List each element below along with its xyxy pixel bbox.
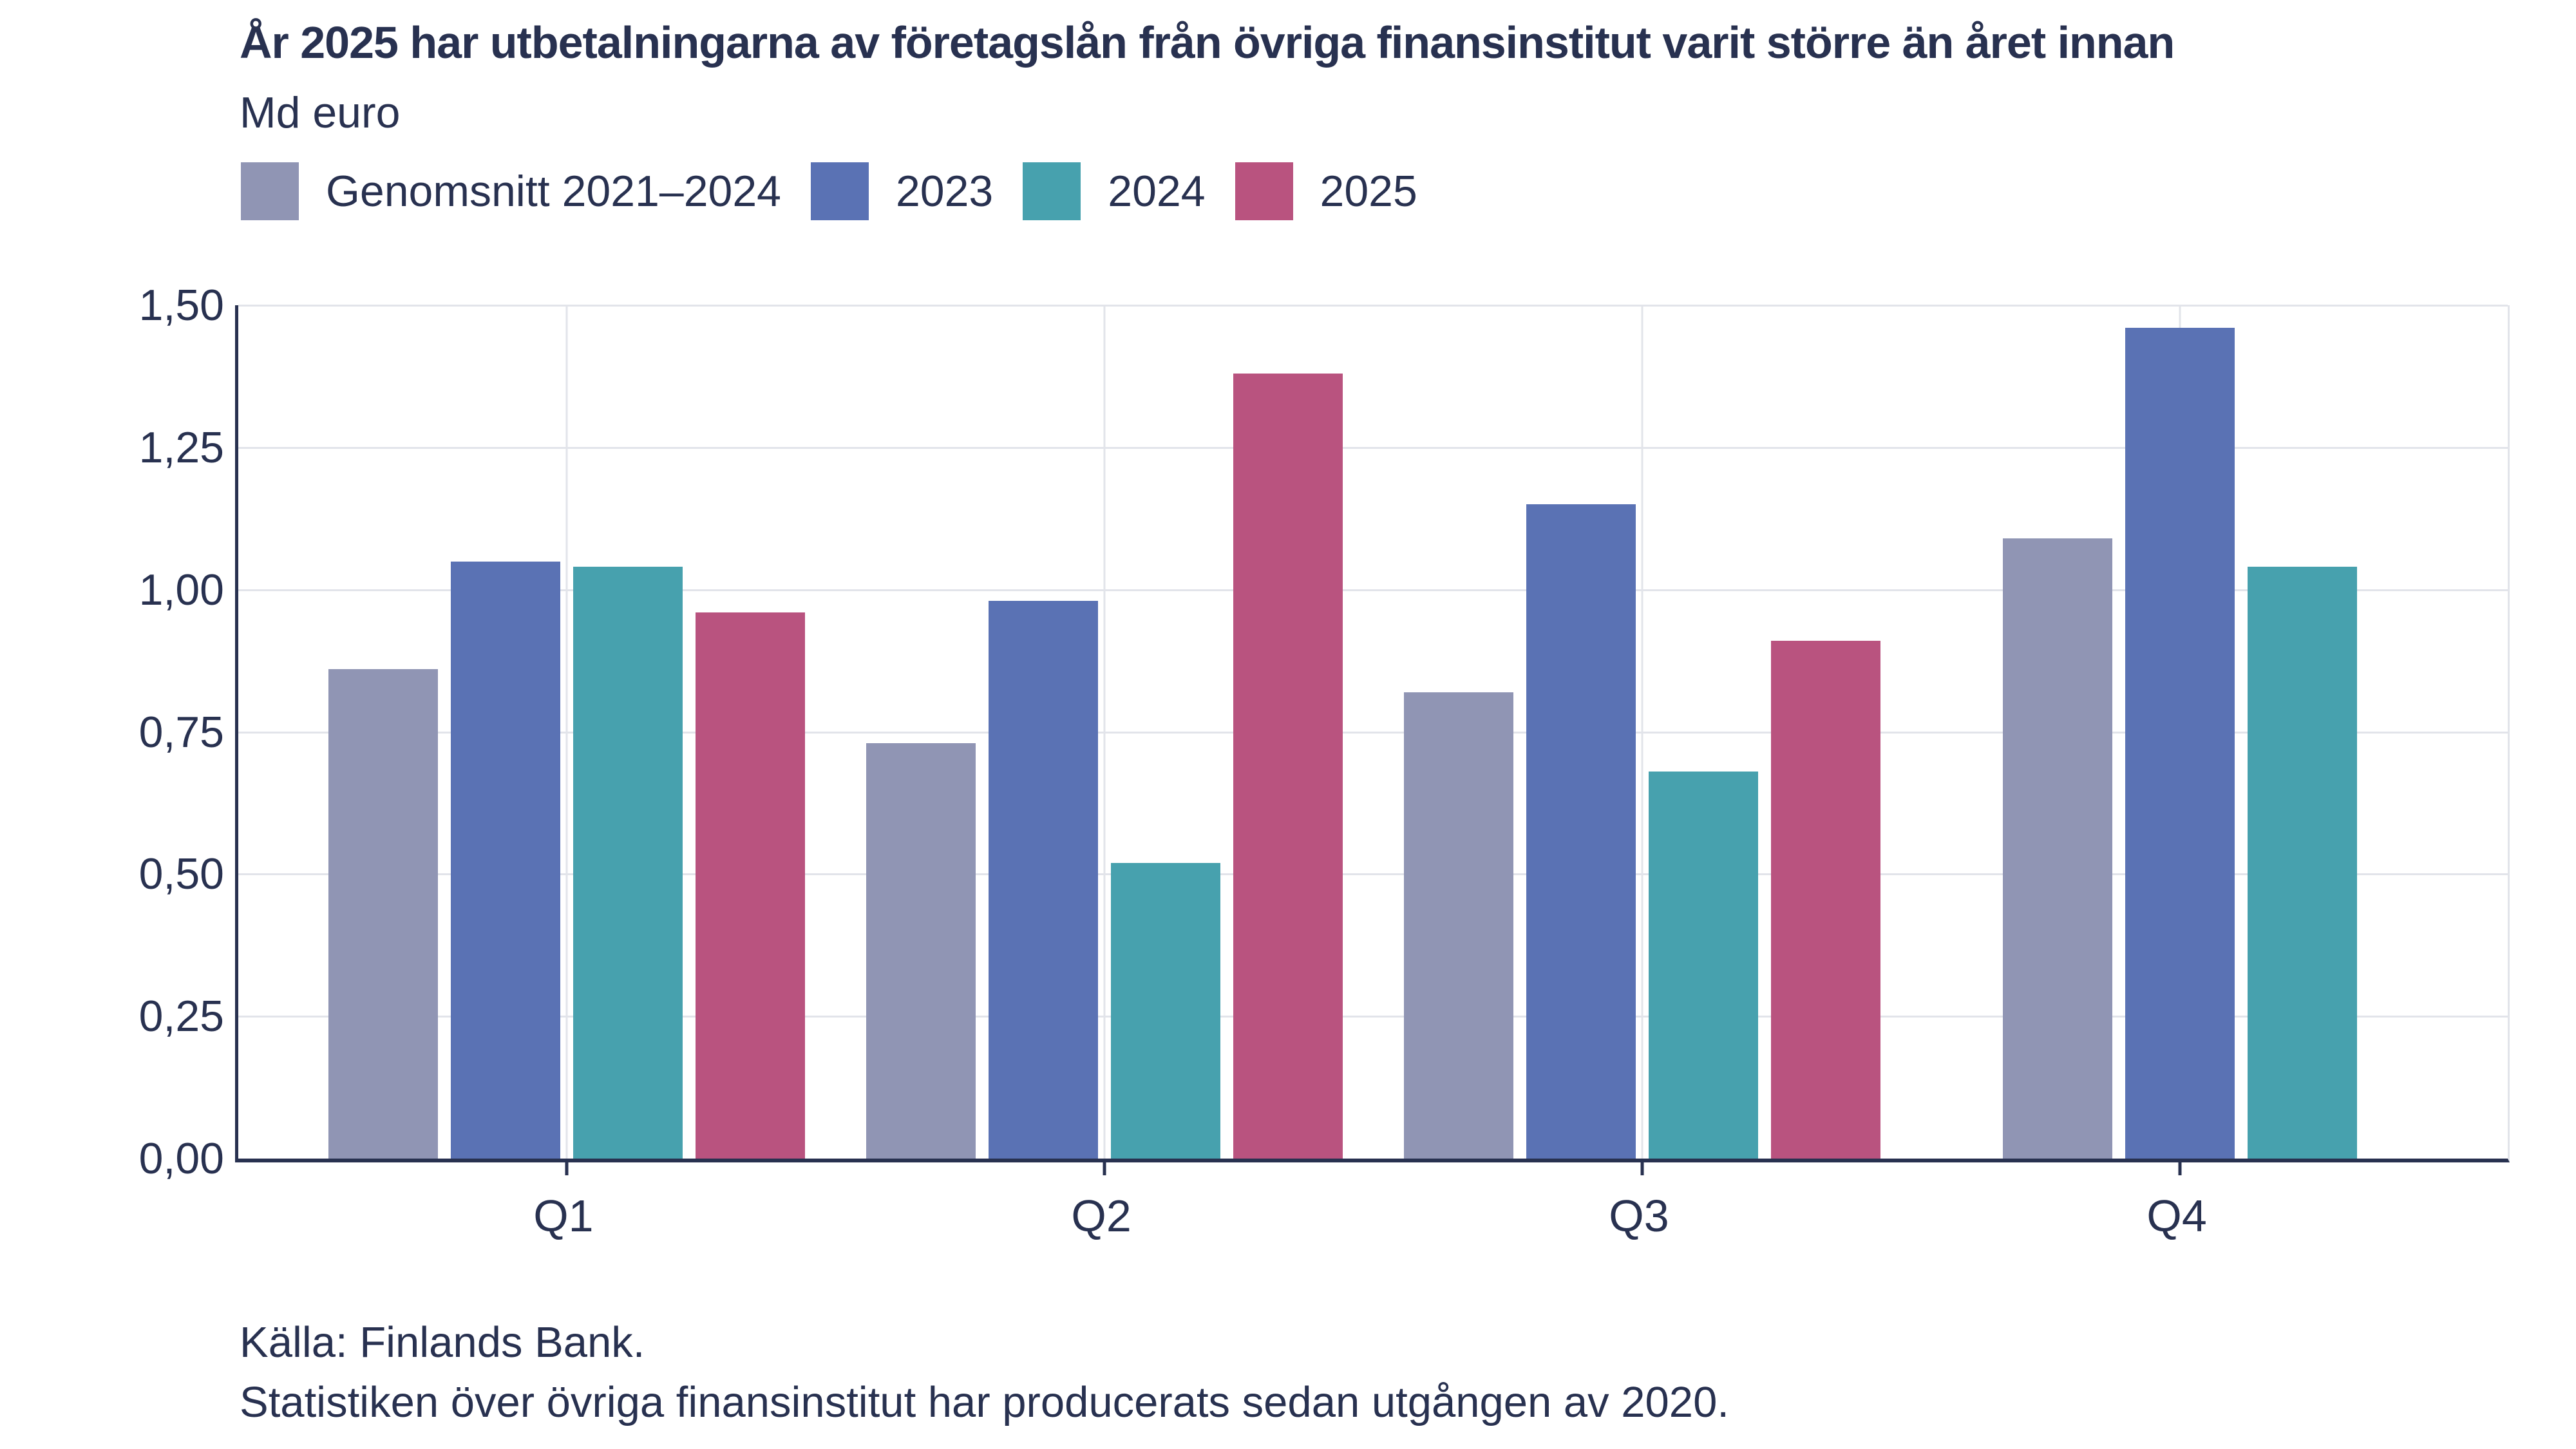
chart-title: År 2025 har utbetalningarna av företagsl… xyxy=(240,17,2175,68)
bar-q4-2024 xyxy=(2248,567,2358,1159)
h-gridline xyxy=(238,589,2508,591)
bar-q1-genomsnitt-2021–2024 xyxy=(328,669,438,1159)
h-gridline xyxy=(238,305,2508,307)
v-gridline xyxy=(1103,305,1106,1159)
bar-q4-genomsnitt-2021–2024 xyxy=(2003,538,2113,1159)
h-gridline xyxy=(238,1016,2508,1018)
y-axis: 0,00 0,25 0,50 0,75 1,00 1,25 1,50 xyxy=(0,281,224,1183)
bar-q3-2024 xyxy=(1648,772,1758,1159)
x-tick-mark xyxy=(1640,1159,1644,1175)
source-line-2: Statistiken över övriga finansinstitut h… xyxy=(240,1378,1729,1426)
legend-label: 2025 xyxy=(1320,167,1417,216)
y-axis-label: 1,50 xyxy=(138,281,224,330)
legend-swatch xyxy=(1235,162,1293,220)
x-tick-mark xyxy=(2178,1159,2182,1175)
y-axis-label: 0,00 xyxy=(138,1134,224,1183)
y-axis-label: 0,50 xyxy=(138,849,224,899)
legend-label: 2024 xyxy=(1108,167,1206,216)
bar-group-q2 xyxy=(866,305,1343,1159)
legend: Genomsnitt 2021–2024 2023 2024 2025 xyxy=(241,162,1417,220)
h-gridline xyxy=(238,446,2508,449)
legend-item: Genomsnitt 2021–2024 xyxy=(241,162,781,220)
bar-q2-genomsnitt-2021–2024 xyxy=(866,743,976,1159)
chart-unit-label: Md euro xyxy=(240,88,401,137)
bar-q2-2025 xyxy=(1233,374,1343,1159)
legend-label: 2023 xyxy=(895,167,994,216)
source-line-1: Källa: Finlands Bank. xyxy=(240,1318,645,1367)
y-axis-label: 0,25 xyxy=(138,992,224,1041)
bar-q2-2023 xyxy=(989,601,1099,1159)
source-note: Källa: Finlands Bank. Statistiken över ö… xyxy=(240,1312,1729,1432)
bar-q3-2023 xyxy=(1526,504,1636,1159)
bar-q2-2024 xyxy=(1111,862,1221,1159)
bar-group-q3 xyxy=(1403,305,1880,1159)
x-axis-label: Q3 xyxy=(1609,1191,1669,1241)
bar-q1-2023 xyxy=(450,561,560,1159)
h-gridline xyxy=(238,731,2508,734)
y-axis-label: 1,00 xyxy=(138,565,224,614)
bar-q1-2025 xyxy=(695,612,805,1159)
h-gridline xyxy=(238,873,2508,876)
y-axis-label: 0,75 xyxy=(138,707,224,757)
x-tick-mark xyxy=(1103,1159,1106,1175)
x-tick-mark xyxy=(565,1159,569,1175)
bar-q3-2025 xyxy=(1770,641,1880,1159)
bar-q4-2023 xyxy=(2125,328,2235,1159)
bar-group-q4 xyxy=(2003,305,2358,1159)
legend-item: 2023 xyxy=(810,162,994,220)
y-axis-label: 1,25 xyxy=(138,422,224,472)
bar-group-q1 xyxy=(328,305,805,1159)
v-gridline xyxy=(1641,305,1643,1159)
plot-area xyxy=(235,305,2510,1175)
legend-item: 2025 xyxy=(1235,162,1417,220)
v-gridline xyxy=(565,305,568,1159)
x-axis-label: Q2 xyxy=(1071,1191,1132,1241)
x-axis: Q1 Q2 Q3 Q4 xyxy=(235,1190,2505,1248)
legend-swatch xyxy=(1023,162,1081,220)
bar-q1-2024 xyxy=(573,567,683,1159)
legend-swatch xyxy=(810,162,869,220)
legend-label: Genomsnitt 2021–2024 xyxy=(326,167,781,216)
legend-item: 2024 xyxy=(1023,162,1206,220)
legend-swatch xyxy=(241,162,299,220)
x-axis-label: Q4 xyxy=(2146,1191,2207,1241)
x-axis-label: Q1 xyxy=(533,1191,594,1241)
bar-q3-genomsnitt-2021–2024 xyxy=(1403,692,1513,1159)
